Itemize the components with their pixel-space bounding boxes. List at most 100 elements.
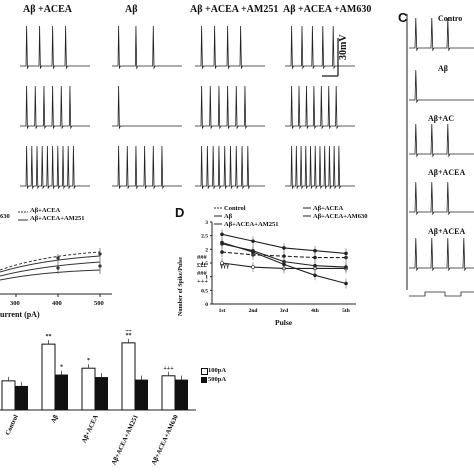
- col-title-abeta: Aβ: [125, 4, 138, 15]
- data-point: [313, 255, 317, 260]
- panel-d-sig-1: £££: [197, 262, 207, 269]
- panel-c-trace: [409, 123, 474, 158]
- sig-mark: *: [60, 365, 63, 371]
- panel-c-letter: C: [398, 10, 408, 25]
- panel-d-letter: D: [175, 205, 185, 220]
- bar-100pa: [161, 375, 176, 411]
- x-tick-label: 5th: [342, 308, 350, 314]
- panel-d-sig-3: +++: [197, 278, 209, 285]
- data-point: [344, 281, 348, 286]
- panel-b-legend-am251: Aβ+ACEA+AM251: [30, 215, 85, 222]
- category-label: Control: [4, 414, 20, 437]
- ap-trace: [285, 85, 355, 130]
- data-point: [313, 248, 317, 253]
- sig-mark: *: [87, 358, 90, 364]
- panel-d-sig-5: ###: [197, 254, 207, 261]
- ap-trace: [20, 145, 90, 190]
- col-title-abeta-acea: Aβ +ACEA: [23, 4, 73, 15]
- data-point: [282, 262, 286, 267]
- data-point: [220, 240, 224, 245]
- bar-500pa: [135, 379, 148, 410]
- ap-trace: [195, 25, 265, 70]
- sig-mark: **: [46, 334, 52, 340]
- panel-d-xlabel: Pulse: [275, 318, 293, 327]
- data-point: [313, 263, 317, 268]
- panel-d-legend-am630: Aβ+ACEA+AM630: [313, 213, 368, 220]
- category-label: Aβ+ACEA+AM251: [110, 414, 139, 466]
- data-point: [251, 265, 255, 269]
- panel-d-sig-4: γγγ: [220, 262, 230, 269]
- x-tick-label: 3rd: [280, 308, 288, 314]
- panel-e-legend-500-swatch: [201, 377, 207, 383]
- bar-500pa: [95, 377, 108, 410]
- data-point: [220, 232, 224, 237]
- panel-d-legend-abeta: Aβ: [224, 213, 233, 220]
- ap-trace: [112, 145, 182, 190]
- panel-a-traces: [20, 25, 355, 190]
- bar-100pa: [81, 367, 96, 411]
- panel-d-legend-am251: Aβ+ACEA+AM251: [224, 221, 279, 228]
- panel-c-row-label-abeta-acea-am630: Aβ+ACEA: [428, 227, 466, 236]
- panel-d-legend-control: Control: [224, 205, 246, 212]
- sig-mark: +++: [163, 366, 174, 372]
- panel-c-trace: [409, 69, 474, 104]
- panel-d-chart: 0 0.5 1 1.5 2 2.5 3 1st 2nd 3rd 4th 5th: [201, 207, 356, 314]
- panel-c-stimulus: [409, 291, 474, 297]
- panel-c-trace: [409, 181, 474, 216]
- panel-b-xtick-500: 500: [94, 300, 104, 307]
- ap-trace: [195, 145, 265, 190]
- ap-trace: [112, 85, 182, 130]
- bar-100pa: [1, 380, 16, 411]
- sig-mark: $$: [126, 330, 132, 333]
- ap-trace: [285, 25, 355, 70]
- data-point: [344, 265, 348, 269]
- category-label: Aβ: [50, 413, 60, 424]
- ap-trace: [112, 25, 182, 70]
- panel-e-chart: Control***Aβ*Aβ+ACEA**$$Aβ+ACEA+AM251+++…: [0, 330, 196, 466]
- panel-b-legend-acea: Aβ+ACEA: [30, 207, 61, 214]
- panel-b-legend-partial: 630: [0, 213, 10, 220]
- ap-trace: [285, 145, 355, 190]
- sig-mark: **: [126, 333, 132, 339]
- category-label: Aβ+ACEA: [81, 414, 100, 445]
- data-point: [220, 261, 224, 265]
- x-tick-label: 2nd: [249, 308, 258, 314]
- y-tick-label: 2.5: [201, 234, 208, 240]
- data-point: [220, 250, 224, 254]
- panel-b-chart: [0, 211, 112, 297]
- x-tick-label: 1st: [219, 308, 226, 314]
- bar-500pa: [175, 379, 188, 410]
- panel-e-legend-500: 500pA: [208, 376, 227, 383]
- ap-trace: [195, 85, 265, 130]
- bar-100pa: [41, 343, 56, 411]
- scale-bar-label: 30mV: [338, 34, 349, 60]
- col-title-abeta-acea-am630: Aβ +ACEA +AM630: [283, 4, 372, 15]
- bar-500pa: [55, 374, 68, 410]
- bar-500pa: [15, 385, 28, 410]
- col-title-abeta-acea-am251: Aβ +ACEA +AM251: [190, 4, 279, 15]
- panel-c-trace: [409, 237, 474, 272]
- category-label: Aβ+ACEA+AM630: [150, 414, 179, 466]
- panel-c-row-label-control: Contro: [438, 14, 463, 23]
- panel-e-legend-100-swatch: [201, 368, 208, 375]
- x-tick-label: 4th: [311, 308, 319, 314]
- panel-b-xlabel: urrent (pA): [0, 310, 40, 319]
- data-point: [344, 251, 348, 256]
- y-tick-label: 2: [205, 247, 208, 253]
- panel-c-row-label-abeta-acea: Aβ+AC: [428, 114, 455, 123]
- data-point: [251, 239, 255, 243]
- y-tick-label: 1.5: [201, 261, 208, 267]
- panel-d-ylabel: Number of Spike/Pulse: [178, 257, 184, 316]
- y-tick-label: 0: [205, 302, 208, 308]
- panel-b-xtick-300: 300: [10, 300, 20, 307]
- panel-d-legend-acea: Aβ+ACEA: [313, 205, 344, 212]
- bar-100pa: [121, 342, 136, 411]
- panel-e-legend-100: 100pA: [208, 367, 227, 374]
- data-point: [282, 246, 286, 250]
- panel-c-trace: [409, 17, 474, 52]
- data-point: [313, 273, 317, 278]
- panel-b-xtick-400: 400: [52, 300, 62, 307]
- data-point: [251, 250, 255, 254]
- panel-c-traces: [406, 14, 474, 297]
- ap-trace: [20, 85, 90, 130]
